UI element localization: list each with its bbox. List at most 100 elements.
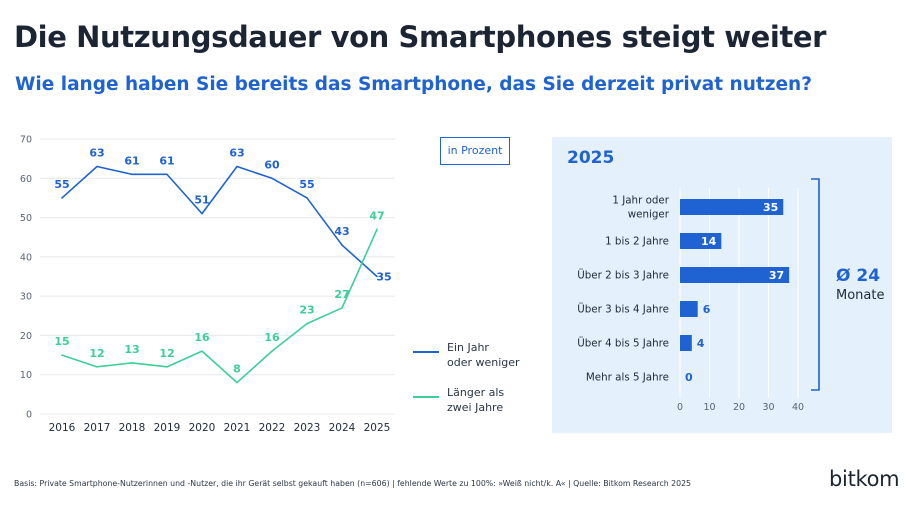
data-point [271,177,273,180]
data-point [166,173,168,176]
data-label: 55 [54,178,69,191]
category-label-line: Mehr als 5 Jahre [586,372,669,384]
data-point [236,381,238,384]
x-tick-label: 2024 [329,422,356,434]
data-label: 15 [54,335,69,348]
y-tick-label: 10 [20,370,32,381]
data-point [376,228,378,231]
category-label-line: Über 2 bis 3 Jahre [577,269,669,282]
data-point [166,366,168,368]
y-tick-label: 70 [20,135,32,146]
legend-item-short-use: Ein Jahr oder weniger [413,340,520,370]
data-point [306,322,308,325]
category-label-line: weniger [628,209,670,221]
bar-value-label: 14 [701,235,717,248]
bar [680,301,698,317]
x-tick-label: 2016 [49,422,76,434]
category-label: Mehr als 5 Jahre [586,372,669,384]
y-tick-label: 60 [20,174,32,185]
category-label-line: Über 4 bis 5 Jahre [577,337,669,350]
data-label: 27 [334,288,349,301]
bar-value-label: 35 [763,201,778,214]
data-label: 51 [194,194,209,207]
x-tick-label: 0 [677,402,683,413]
bar-value-label: 0 [685,371,693,384]
data-point [201,350,203,352]
x-tick-label: 2018 [119,422,146,434]
data-label: 23 [299,304,314,317]
data-label: 16 [194,331,210,344]
data-point [341,244,343,246]
bar-chart-title: 2025 [567,148,615,168]
x-tick-label: 2017 [84,422,111,434]
category-label: 1 bis 2 Jahre [605,236,669,248]
data-point [96,165,98,168]
x-tick-label: 2020 [189,422,216,434]
bar [680,335,692,351]
y-tick-label: 50 [20,213,32,224]
bar-value-label: 4 [697,337,705,350]
legend-label-long-use: Länger als zwei Jahre [447,386,505,414]
series-line-1 [61,165,378,278]
data-label: 13 [124,343,139,356]
data-point [341,307,343,309]
bracket [811,178,820,391]
category-label-line: 1 bis 2 Jahre [605,236,669,248]
average-value: Ø 24 [836,266,881,286]
legend-swatch-green [413,396,439,398]
category-label: Über 3 bis 4 Jahre [577,303,669,316]
x-tick-label: 2025 [364,422,391,434]
series-line-2 [61,229,378,384]
data-point [271,350,273,352]
data-point [201,212,203,215]
y-tick-label: 40 [20,252,32,263]
legend-item-long-use: Länger als zwei Jahre [413,385,504,415]
data-label: 61 [159,154,174,167]
y-tick-label: 30 [20,292,32,303]
data-point [376,275,378,278]
data-point [61,197,63,199]
unit-badge: in Prozent [440,137,510,165]
data-label: 8 [233,363,241,376]
bar [680,199,784,215]
data-label: 35 [376,271,391,284]
bar [680,267,790,283]
bar-value-label: 6 [703,303,711,316]
data-point [236,165,238,168]
category-label: 1 Jahr oder weniger [612,195,669,221]
data-point [131,173,133,176]
bitkom-logo: bitkom [829,467,900,491]
category-label: Über 2 bis 3 Jahre [577,269,669,282]
data-point [131,362,133,364]
category-label-line: 1 Jahr oder [612,195,669,207]
data-label: 60 [264,158,280,171]
bar [680,233,722,249]
data-point [61,354,63,356]
data-label: 16 [264,331,280,344]
y-tick-label: 0 [26,410,32,421]
x-tick-label: 40 [792,402,804,413]
data-label: 61 [124,154,139,167]
data-label: 63 [89,147,104,160]
y-tick-label: 20 [20,331,32,342]
data-point [96,366,98,368]
data-label: 12 [89,347,104,360]
page-subtitle: Wie lange haben Sie bereits das Smartpho… [15,74,812,95]
category-label-line: Über 3 bis 4 Jahre [577,303,669,316]
page-title: Die Nutzungsdauer von Smartphones steigt… [14,20,827,54]
data-label: 12 [159,347,174,360]
category-label: Über 4 bis 5 Jahre [577,337,669,350]
x-tick-label: 20 [733,402,745,413]
data-label: 63 [229,147,244,160]
data-label: 43 [334,225,349,238]
legend-swatch-blue [413,351,439,353]
x-tick-label: 30 [762,402,774,413]
bar-chart-panel [552,137,892,433]
x-tick-label: 10 [703,402,715,413]
bar-value-label: 37 [769,269,784,282]
average-label: Monate [836,288,885,303]
data-point [306,197,308,199]
data-label: 47 [369,209,384,222]
